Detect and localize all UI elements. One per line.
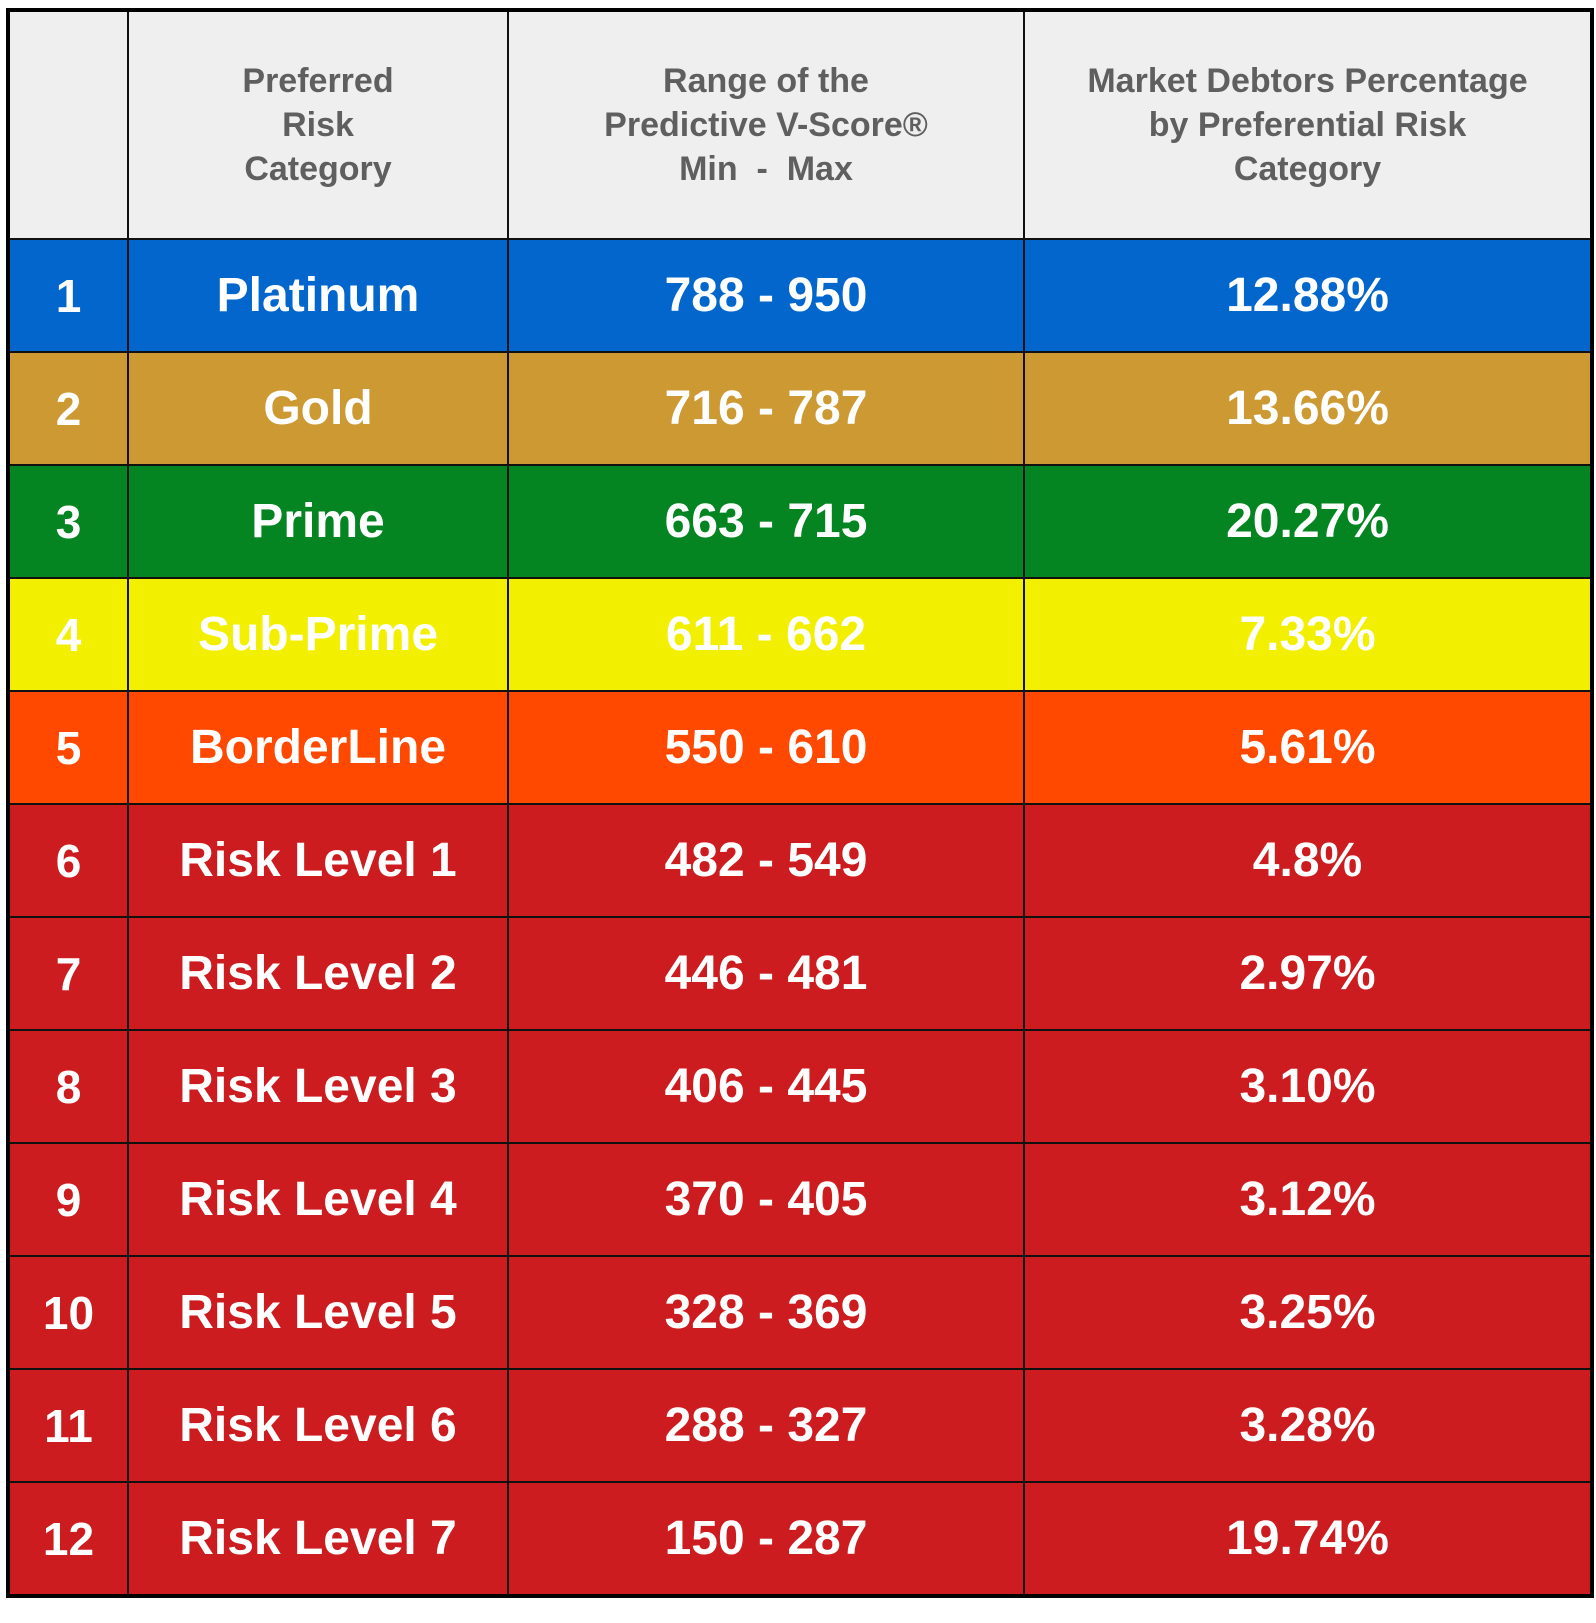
header-index	[7, 9, 129, 240]
row-range: 446 - 481	[507, 916, 1025, 1031]
row-category: Gold	[127, 351, 509, 466]
row-index: 8	[7, 1029, 129, 1144]
row-percentage: 3.12%	[1023, 1142, 1593, 1257]
row-percentage: 19.74%	[1023, 1481, 1593, 1597]
row-percentage: 13.66%	[1023, 351, 1593, 466]
row-category: Prime	[127, 464, 509, 579]
row-category: Risk Level 1	[127, 803, 509, 918]
row-percentage: 7.33%	[1023, 577, 1593, 692]
table-row: 3 Prime 663 - 715 20.27%	[7, 464, 1593, 579]
row-range: 663 - 715	[507, 464, 1025, 579]
header-percentage-line: Market Debtors Percentage	[1087, 62, 1528, 100]
table-row: 2 Gold 716 - 787 13.66%	[7, 351, 1593, 466]
row-category: Risk Level 6	[127, 1368, 509, 1483]
row-percentage: 2.97%	[1023, 916, 1593, 1031]
row-category: Risk Level 5	[127, 1255, 509, 1370]
row-index: 7	[7, 916, 129, 1031]
row-index: 6	[7, 803, 129, 918]
row-range: 150 - 287	[507, 1481, 1025, 1597]
row-category: Risk Level 7	[127, 1481, 509, 1597]
row-percentage: 3.25%	[1023, 1255, 1593, 1370]
table-row: 11 Risk Level 6 288 - 327 3.28%	[7, 1368, 1593, 1483]
row-category: Risk Level 3	[127, 1029, 509, 1144]
row-percentage: 20.27%	[1023, 464, 1593, 579]
row-category: Sub-Prime	[127, 577, 509, 692]
row-index: 9	[7, 1142, 129, 1257]
row-index: 1	[7, 238, 129, 353]
row-index: 5	[7, 690, 129, 805]
row-index: 2	[7, 351, 129, 466]
row-index: 12	[7, 1481, 129, 1597]
header-category-line: Risk	[282, 106, 354, 144]
table-row: 10 Risk Level 5 328 - 369 3.25%	[7, 1255, 1593, 1370]
row-range: 288 - 327	[507, 1368, 1025, 1483]
table-row: 1 Platinum 788 - 950 12.88%	[7, 238, 1593, 353]
table-row: 9 Risk Level 4 370 - 405 3.12%	[7, 1142, 1593, 1257]
header-percentage-line: by Preferential Risk	[1148, 106, 1467, 144]
row-index: 4	[7, 577, 129, 692]
row-percentage: 12.88%	[1023, 238, 1593, 353]
row-percentage: 3.28%	[1023, 1368, 1593, 1483]
header-range: Range of the Predictive V-Score® Min - M…	[507, 9, 1025, 240]
header-category: Preferred Risk Category	[127, 9, 509, 240]
header-range-line: Predictive V-Score®	[604, 106, 928, 144]
row-category: BorderLine	[127, 690, 509, 805]
row-category: Platinum	[127, 238, 509, 353]
risk-category-table: Preferred Risk Category Range of the Pre…	[6, 8, 1594, 1598]
row-range: 611 - 662	[507, 577, 1025, 692]
table-row: 5 BorderLine 550 - 610 5.61%	[7, 690, 1593, 805]
row-index: 3	[7, 464, 129, 579]
row-range: 716 - 787	[507, 351, 1025, 466]
row-range: 406 - 445	[507, 1029, 1025, 1144]
row-index: 10	[7, 1255, 129, 1370]
header-category-line: Preferred	[242, 62, 394, 100]
row-range: 370 - 405	[507, 1142, 1025, 1257]
row-category: Risk Level 4	[127, 1142, 509, 1257]
row-category: Risk Level 2	[127, 916, 509, 1031]
table-row: 6 Risk Level 1 482 - 549 4.8%	[7, 803, 1593, 918]
header-category-line: Category	[244, 150, 392, 188]
table-row: 7 Risk Level 2 446 - 481 2.97%	[7, 916, 1593, 1031]
row-range: 788 - 950	[507, 238, 1025, 353]
header-percentage-line: Category	[1233, 150, 1382, 188]
header-range-line: Range of the	[663, 62, 869, 100]
row-percentage: 5.61%	[1023, 690, 1593, 805]
header-row: Preferred Risk Category Range of the Pre…	[7, 9, 1593, 240]
header-range-line: Min - Max	[679, 150, 853, 188]
row-percentage: 4.8%	[1023, 803, 1593, 918]
row-range: 550 - 610	[507, 690, 1025, 805]
row-percentage: 3.10%	[1023, 1029, 1593, 1144]
table-row: 8 Risk Level 3 406 - 445 3.10%	[7, 1029, 1593, 1144]
row-range: 328 - 369	[507, 1255, 1025, 1370]
header-percentage: Market Debtors Percentage by Preferentia…	[1023, 9, 1593, 240]
table-row: 4 Sub-Prime 611 - 662 7.33%	[7, 577, 1593, 692]
row-range: 482 - 549	[507, 803, 1025, 918]
row-index: 11	[7, 1368, 129, 1483]
table-row: 12 Risk Level 7 150 - 287 19.74%	[7, 1481, 1593, 1597]
